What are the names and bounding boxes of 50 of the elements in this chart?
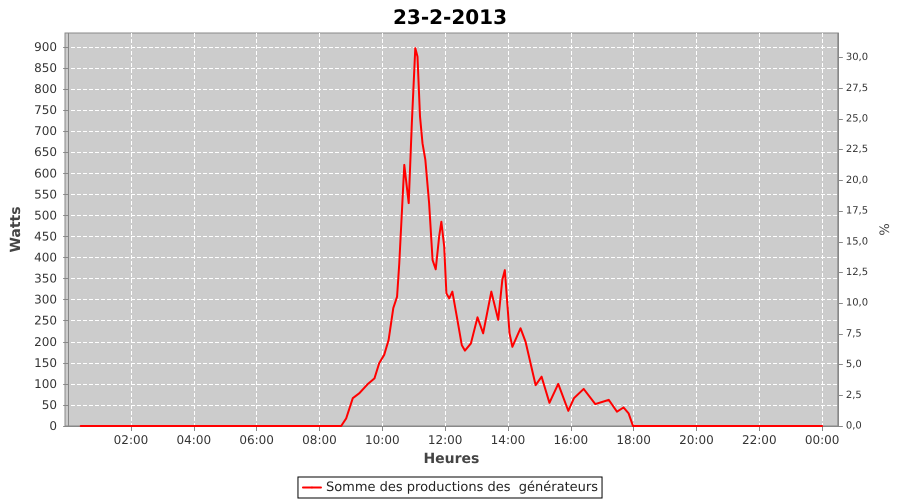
y-tick-label: 600 <box>34 166 57 180</box>
y-tick-label: 850 <box>34 60 57 75</box>
y2-tick-label: 22,5 <box>846 144 868 156</box>
y-tick-label: 500 <box>34 208 57 222</box>
y2-tick-label: 12,5 <box>846 266 868 278</box>
y-tick-label: 300 <box>34 292 57 307</box>
x-tick-label: 08:00 <box>302 433 337 447</box>
y-tick-label: 450 <box>34 229 57 244</box>
x-tick-label: 16:00 <box>554 433 588 447</box>
y-tick-label: 100 <box>34 376 57 391</box>
y-tick-label: 550 <box>34 187 57 202</box>
y2-tick-label: 17,5 <box>846 206 868 217</box>
legend-label: Somme des productions des générateurs <box>326 480 598 495</box>
y-tick-label: 750 <box>34 103 57 118</box>
y-axis-title: Watts <box>8 206 24 253</box>
y2-tick-label: 5,0 <box>846 359 862 370</box>
chart-title: 23-2-2013 <box>392 5 508 29</box>
y2-tick-label: 2,5 <box>846 390 862 401</box>
y2-tick-label: 15,0 <box>846 236 868 248</box>
y-tick-label: 200 <box>34 334 57 349</box>
y-tick-label: 150 <box>34 356 57 370</box>
y2-axis-title: % <box>878 223 893 236</box>
x-tick-label: 18:00 <box>616 433 651 447</box>
x-tick-label: 22:00 <box>742 433 777 447</box>
y2-tick-label: 7,5 <box>846 328 862 340</box>
y2-tick-label: 10,0 <box>846 298 868 309</box>
y-tick-label: 650 <box>34 145 57 160</box>
y-tick-label: 0 <box>49 419 57 433</box>
y-tick-label: 50 <box>42 398 57 412</box>
x-tick-label: 12:00 <box>428 433 462 447</box>
y-tick-label: 400 <box>34 250 57 265</box>
x-tick-label: 00:00 <box>804 433 840 447</box>
y-tick-label: 350 <box>34 272 57 286</box>
x-axis-title: Heures <box>423 451 480 467</box>
x-tick-label: 06:00 <box>239 433 274 447</box>
x-tick-label: 20:00 <box>679 433 714 447</box>
x-tick-label: 02:00 <box>114 433 148 447</box>
y2-tick-label: 25,0 <box>846 113 868 124</box>
x-tick-label: 10:00 <box>365 433 400 447</box>
y-tick-label: 700 <box>34 124 57 138</box>
y2-tick-label: 20,0 <box>846 174 868 186</box>
y-tick-label: 800 <box>34 82 57 96</box>
y-tick-label: 900 <box>34 40 57 54</box>
y2-tick-label: 27,5 <box>846 82 868 94</box>
y2-tick-label: 0,0 <box>846 420 862 432</box>
x-tick-label: 04:00 <box>176 433 212 447</box>
line-series <box>80 47 824 427</box>
x-tick-label: 14:00 <box>490 433 526 447</box>
y-tick-label: 250 <box>34 314 57 328</box>
y2-tick-label: 30,0 <box>846 52 868 64</box>
